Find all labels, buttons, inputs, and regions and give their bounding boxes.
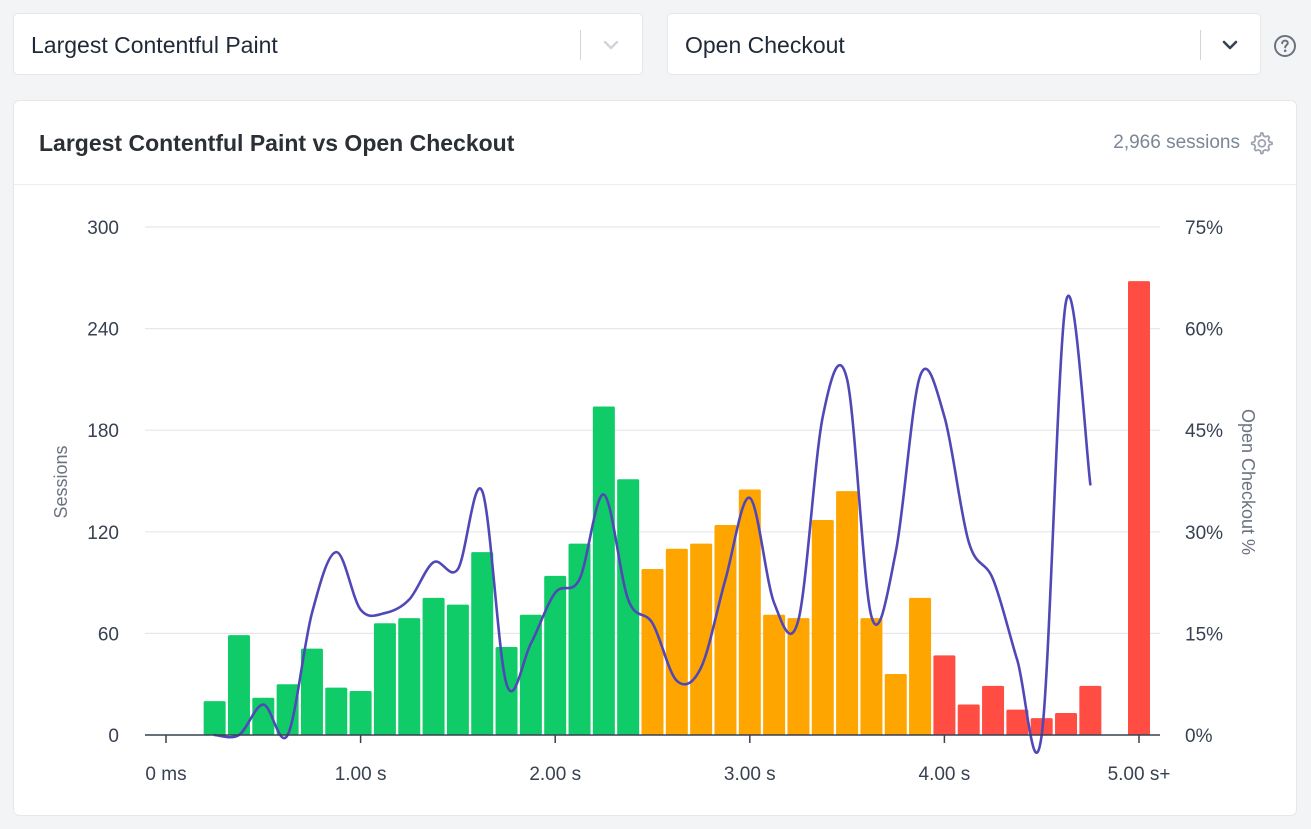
- histogram-bar[interactable]: [738, 489, 761, 735]
- histogram-bar[interactable]: [714, 525, 737, 735]
- histogram-bar[interactable]: [227, 635, 250, 735]
- histogram-bar[interactable]: [884, 674, 907, 735]
- gear-icon[interactable]: [1248, 130, 1274, 156]
- histogram-bar[interactable]: [398, 618, 421, 735]
- metric-select-value: Largest Contentful Paint: [31, 32, 278, 58]
- histogram-bar[interactable]: [665, 548, 688, 735]
- conversion-line: [213, 294, 1092, 755]
- x-tick-label: 4.00 s: [919, 764, 971, 785]
- histogram-bar[interactable]: [641, 569, 664, 735]
- chevron-down-icon[interactable]: [1220, 35, 1240, 55]
- event-select[interactable]: Open Checkout: [667, 13, 1261, 75]
- x-tick-label: 1.00 s: [335, 764, 387, 785]
- histogram-bar[interactable]: [836, 491, 859, 735]
- histogram-bar[interactable]: [957, 704, 980, 735]
- histogram-bar[interactable]: [690, 543, 713, 735]
- y-tick-label: 120: [87, 523, 119, 544]
- metric-select[interactable]: Largest Contentful Paint: [13, 13, 643, 75]
- histogram-bar[interactable]: [1128, 281, 1150, 735]
- histogram-bar[interactable]: [860, 618, 883, 735]
- y2-tick-label: 30%: [1185, 523, 1223, 544]
- histogram-bar[interactable]: [933, 655, 956, 735]
- y-tick-label: 180: [87, 421, 119, 442]
- histogram-bar[interactable]: [300, 648, 323, 735]
- axes: 0 0% 60 15% 120 30% 180 45% 240 60% 300 75% 0 ms 1.00…: [87, 218, 1223, 785]
- y-tick-label: 0: [108, 726, 119, 747]
- y-tick-label: 60: [98, 624, 119, 645]
- histogram-bar[interactable]: [787, 618, 810, 735]
- chevron-down-icon[interactable]: [601, 35, 621, 55]
- histogram-bar[interactable]: [276, 684, 299, 735]
- y2-tick-label: 15%: [1185, 624, 1223, 645]
- y2-axis-title: Open Checkout %: [1238, 409, 1258, 555]
- histogram-bar[interactable]: [373, 623, 396, 735]
- x-tick-label: 5.00 s+: [1108, 764, 1171, 785]
- histogram-bar[interactable]: [422, 597, 445, 735]
- metric-select-divider: [580, 30, 581, 60]
- histogram-bar[interactable]: [495, 646, 518, 735]
- y2-tick-label: 0%: [1185, 726, 1213, 747]
- sessions-info: 2,966 sessions: [1113, 128, 1274, 158]
- histogram-bar[interactable]: [811, 519, 834, 735]
- histogram-bar[interactable]: [446, 604, 469, 735]
- histogram-bar[interactable]: [568, 543, 591, 735]
- histogram-bar[interactable]: [763, 614, 786, 735]
- y2-tick-label: 45%: [1185, 421, 1223, 442]
- histogram-bar[interactable]: [325, 687, 348, 735]
- x-tick-label: 3.00 s: [724, 764, 776, 785]
- histogram-bar[interactable]: [471, 552, 494, 735]
- histogram-bar[interactable]: [519, 614, 542, 735]
- chart-title: Largest Contentful Paint vs Open Checkou…: [39, 130, 515, 156]
- histogram-bar[interactable]: [1055, 712, 1078, 735]
- histogram-bar[interactable]: [1006, 709, 1029, 735]
- card-header: Largest Contentful Paint vs Open Checkou…: [14, 101, 1296, 185]
- histogram-bar[interactable]: [909, 597, 932, 735]
- event-select-value: Open Checkout: [685, 32, 845, 58]
- histogram-bar[interactable]: [203, 701, 226, 735]
- histogram-bar[interactable]: [349, 690, 372, 735]
- y2-tick-label: 75%: [1185, 218, 1223, 239]
- histogram-bar[interactable]: [1079, 685, 1102, 735]
- y2-tick-label: 60%: [1185, 320, 1223, 341]
- histogram-bar[interactable]: [544, 575, 567, 735]
- question-circle-icon[interactable]: [1273, 34, 1297, 58]
- y-tick-label: 240: [87, 320, 119, 341]
- sessions-count: 2,966 sessions: [1113, 132, 1240, 153]
- bars: [203, 281, 1150, 735]
- y-tick-label: 300: [87, 218, 119, 239]
- histogram-bar[interactable]: [617, 479, 640, 735]
- y-axis-title: Sessions: [51, 445, 71, 518]
- conversion-rate-line: [213, 294, 1092, 755]
- histogram-bar[interactable]: [592, 406, 615, 735]
- x-tick-label: 2.00 s: [529, 764, 581, 785]
- histogram-bar[interactable]: [982, 685, 1005, 735]
- x-tick-label: 0 ms: [145, 764, 186, 785]
- event-select-divider: [1200, 30, 1201, 60]
